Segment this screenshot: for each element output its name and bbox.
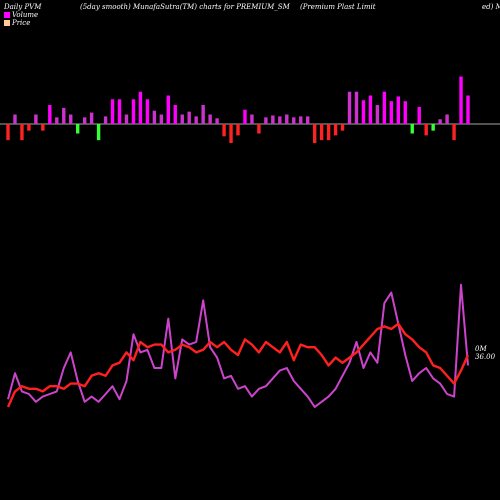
bar-44 <box>312 124 317 143</box>
bar-23 <box>166 95 171 124</box>
chart-header-left: Daily PVM <box>4 3 42 11</box>
bar-64 <box>452 124 456 141</box>
bar-39 <box>278 116 282 124</box>
bar-18 <box>131 99 136 124</box>
chart-header-title: (5day smooth) MunafaSutra(TM) charts for… <box>80 3 290 11</box>
bar-34 <box>243 109 247 124</box>
bar-51 <box>361 100 366 124</box>
bar-12 <box>89 112 94 124</box>
bar-6 <box>48 105 52 124</box>
bar-20 <box>145 99 150 124</box>
legend-price-swatch <box>4 20 10 26</box>
bar-0 <box>6 124 10 141</box>
bar-37 <box>264 117 268 124</box>
bar-61 <box>431 124 435 131</box>
bar-41 <box>292 117 296 124</box>
price-end-label: 36.00 <box>475 353 496 361</box>
bar-19 <box>138 91 143 124</box>
bar-58 <box>410 124 414 134</box>
bar-59 <box>417 106 421 124</box>
bar-14 <box>103 116 108 124</box>
bar-15 <box>110 99 115 124</box>
bar-11 <box>82 117 87 124</box>
bar-31 <box>222 124 226 137</box>
bar-48 <box>340 124 345 131</box>
bar-52 <box>368 95 373 124</box>
chart-header-company-cont: ed) M <box>482 3 500 11</box>
bar-9 <box>69 114 73 124</box>
volume-line <box>7 283 469 408</box>
bar-29 <box>208 114 212 124</box>
bar-38 <box>271 115 275 124</box>
legend-price-label: Price <box>12 19 31 27</box>
bar-26 <box>187 111 191 124</box>
bar-35 <box>250 114 254 124</box>
bar-66 <box>466 95 470 124</box>
bar-10 <box>75 124 80 134</box>
bar-47 <box>333 124 338 136</box>
chart-header-company: (Premium Plast Limit <box>300 3 376 11</box>
bar-49 <box>347 91 352 124</box>
bar-56 <box>396 96 401 124</box>
bar-3 <box>27 124 31 131</box>
bar-24 <box>173 105 177 124</box>
bar-63 <box>445 114 449 124</box>
bar-25 <box>180 114 184 124</box>
bar-50 <box>354 91 359 124</box>
legend-volume-swatch <box>4 12 10 18</box>
bar-5 <box>41 124 45 131</box>
volume-end-label: 0M <box>475 345 487 353</box>
bar-60 <box>424 124 428 136</box>
bar-28 <box>201 105 205 124</box>
bar-43 <box>305 116 310 124</box>
bar-16 <box>117 99 122 124</box>
bar-8 <box>62 107 66 124</box>
bar-2 <box>20 124 24 141</box>
legend-volume: Volume <box>4 11 38 19</box>
bar-30 <box>215 118 219 124</box>
bar-22 <box>159 114 164 124</box>
bar-46 <box>326 124 331 141</box>
bar-62 <box>438 119 442 124</box>
price-line <box>6 322 470 408</box>
bar-13 <box>96 124 101 141</box>
bar-21 <box>152 110 157 124</box>
bar-42 <box>299 116 303 124</box>
bar-1 <box>13 114 17 124</box>
bar-53 <box>375 105 380 124</box>
legend-price: Price <box>4 19 30 27</box>
bar-54 <box>382 91 387 124</box>
bar-17 <box>124 114 129 124</box>
bar-33 <box>236 124 240 136</box>
bar-40 <box>285 114 289 124</box>
bar-4 <box>34 114 38 124</box>
bar-45 <box>319 124 324 141</box>
bar-57 <box>403 101 407 124</box>
bar-27 <box>194 116 198 124</box>
bar-7 <box>55 117 59 124</box>
bar-36 <box>257 124 261 134</box>
bar-65 <box>459 76 463 124</box>
bar-32 <box>229 124 233 143</box>
bar-55 <box>389 101 394 124</box>
legend-volume-label: Volume <box>12 11 39 19</box>
